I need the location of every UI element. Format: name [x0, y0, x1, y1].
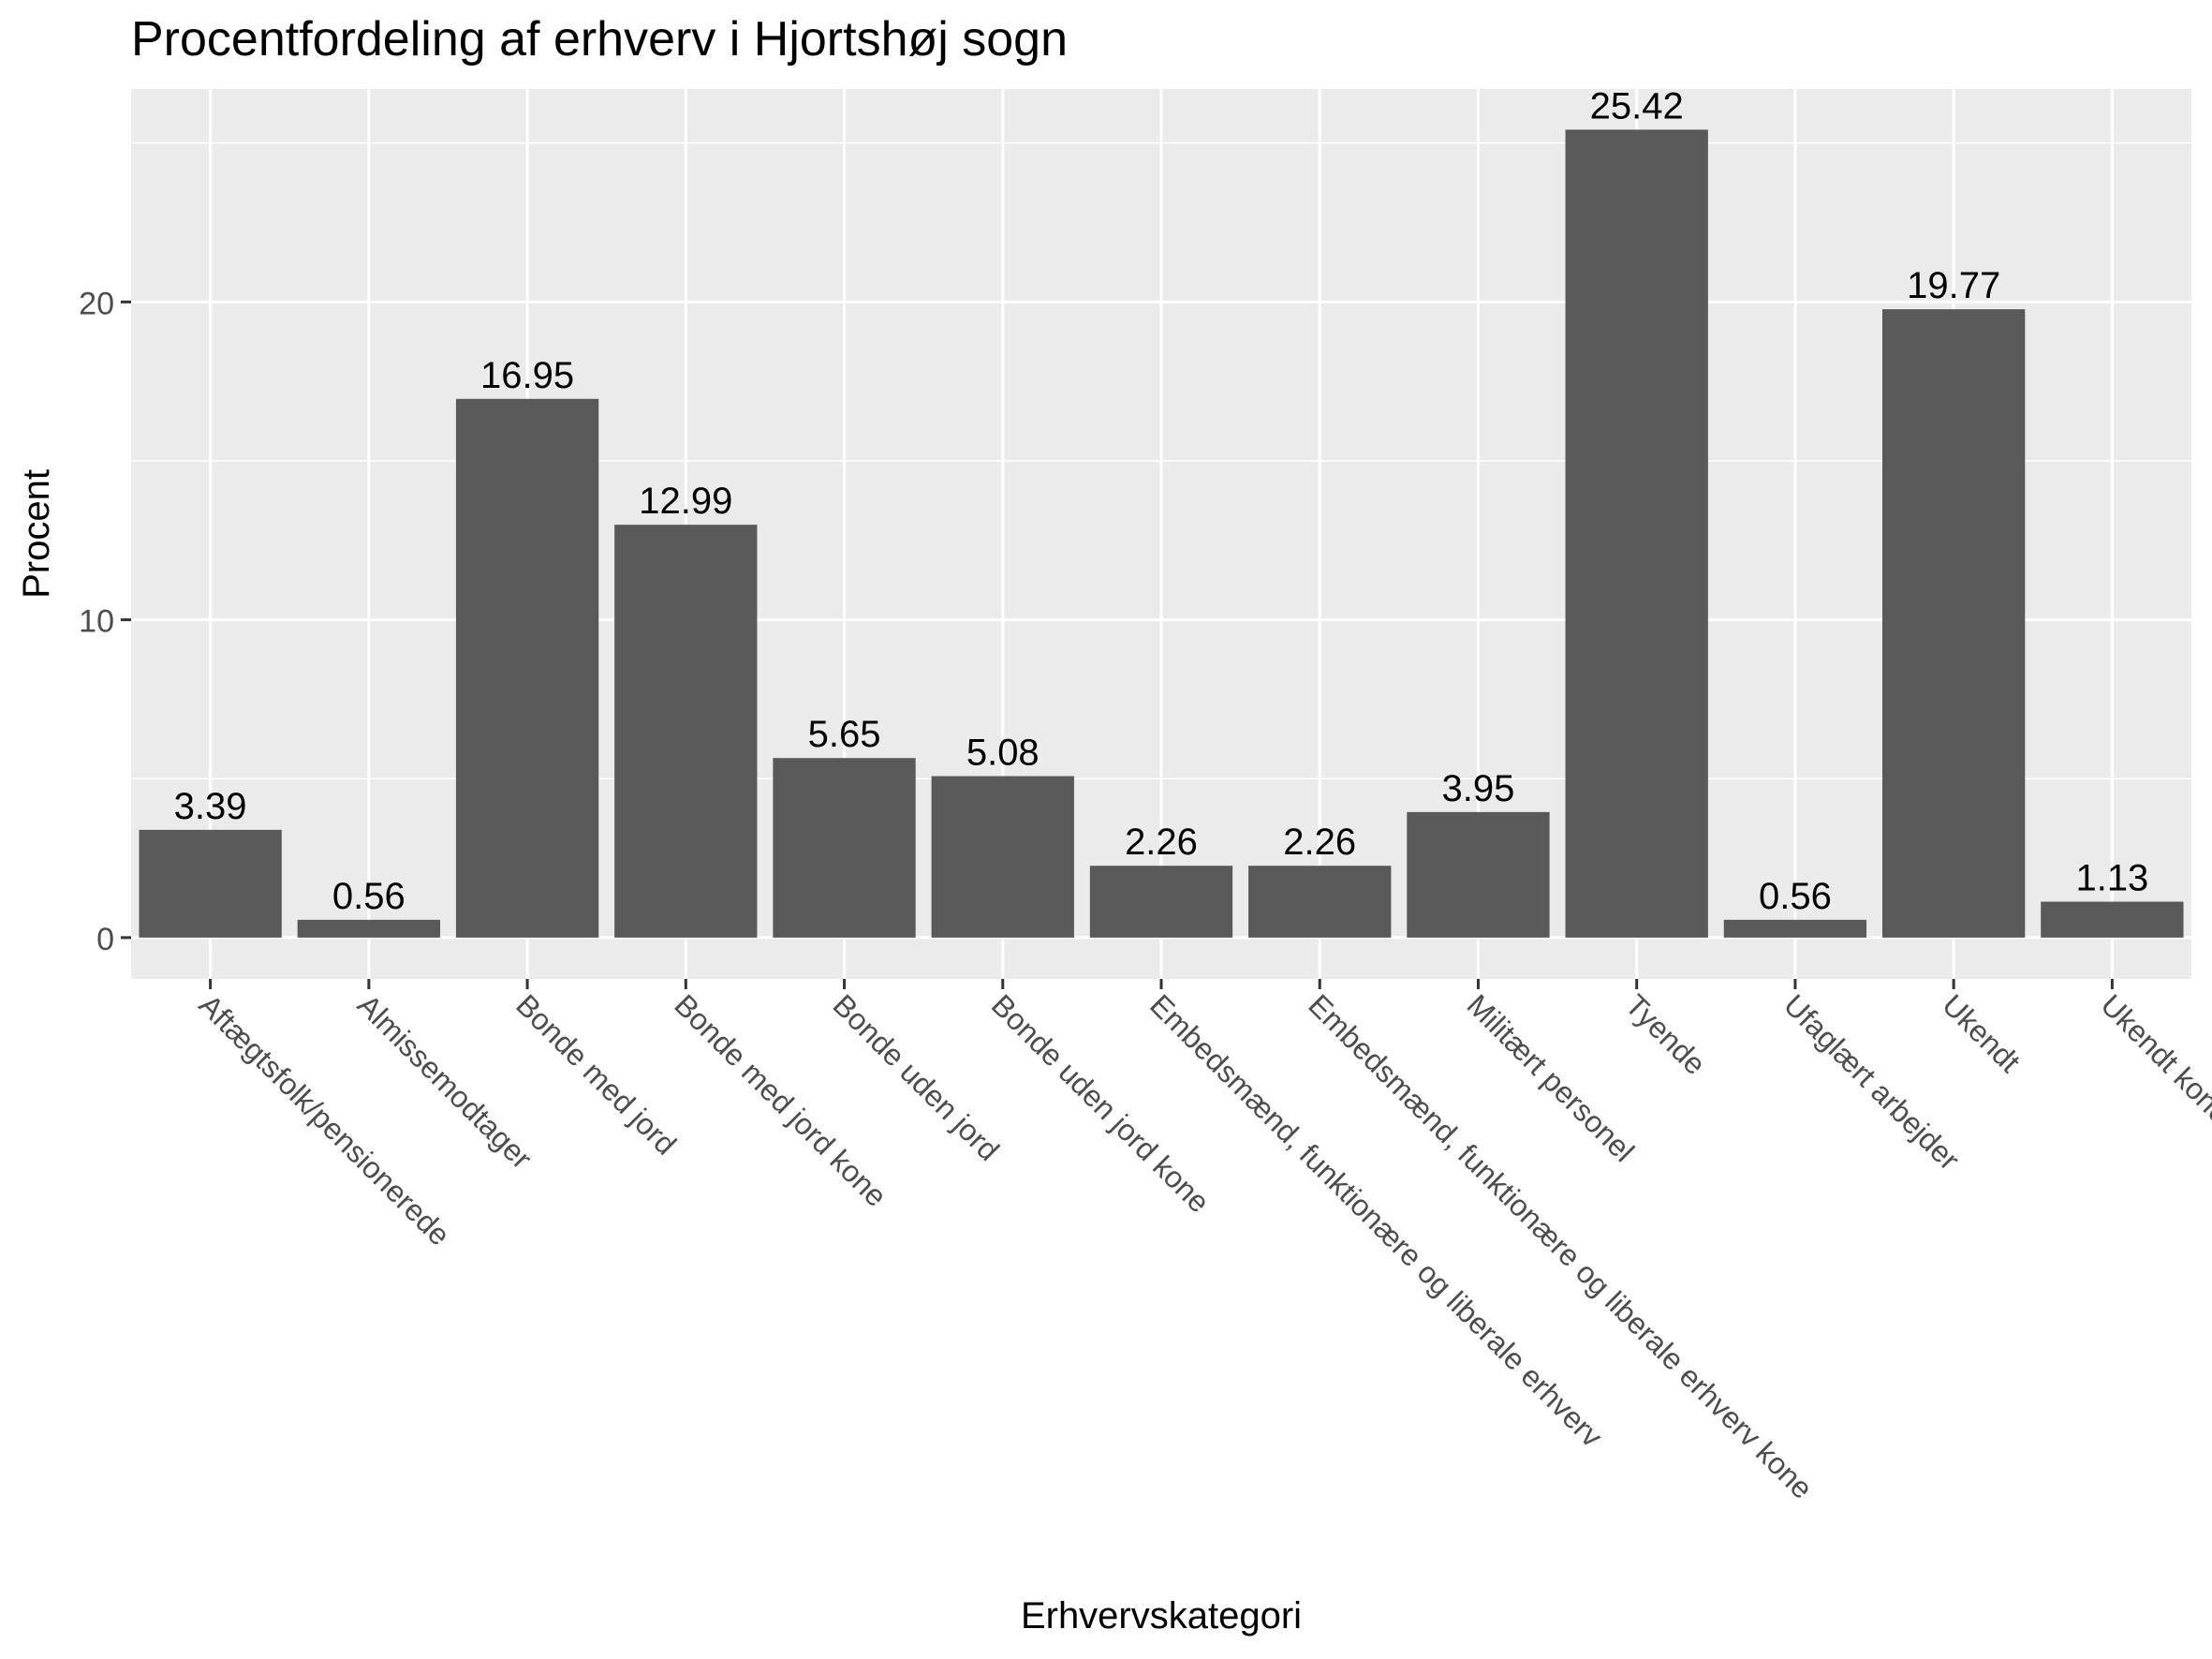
x-tick-label: Ukendt [1936, 987, 2027, 1078]
x-tick-label: Aftægtsfolk/pensionerede [193, 987, 457, 1252]
x-tick-label: Bonde uden jord [827, 987, 1007, 1167]
bar [1723, 919, 1867, 938]
bar [455, 398, 599, 938]
bar-value-label: 5.08 [966, 733, 1040, 774]
x-axis: Aftægtsfolk/pensioneredeAlmissemodtagerB… [193, 979, 2212, 1505]
x-tick-label: Almissemodtager [351, 987, 538, 1175]
bar-value-label: 3.39 [174, 786, 247, 827]
y-axis-label: Procent [16, 469, 57, 599]
y-axis: 0 10 20 [79, 286, 131, 957]
bar-value-labels: 3.39 0.56 16.95 12.99 5.65 5.08 2.26 2.26 3.95 25… [174, 85, 2149, 916]
bar [614, 525, 758, 938]
bar-value-label: 3.95 [1442, 768, 1515, 809]
bars [139, 129, 2184, 938]
x-axis-label: Erhvervskategori [1021, 1595, 1302, 1637]
bar [2041, 901, 2184, 938]
y-tick-label: 0 [96, 922, 114, 957]
bar [1407, 811, 1550, 938]
x-tick-label: Tyende [1619, 987, 1713, 1081]
bar [1565, 129, 1708, 938]
bar [931, 776, 1074, 938]
chart-title: Procentfordeling af erhverv i Hjortshøj … [131, 12, 1069, 67]
bar-value-label: 0.56 [1759, 876, 1832, 917]
bar-value-label: 0.56 [332, 876, 406, 917]
x-tick-label: Ufaglært arbejder [1777, 987, 1967, 1177]
bar [1089, 866, 1233, 938]
y-tick-label: 10 [79, 604, 114, 640]
bar [1882, 309, 2026, 938]
bar [297, 919, 440, 938]
bar [773, 758, 916, 938]
bar-value-label: 19.77 [1907, 265, 2000, 306]
bar-value-label: 2.26 [1283, 822, 1356, 863]
bar-value-label: 5.65 [808, 714, 881, 755]
x-tick-label: Bonde med jord [509, 987, 683, 1161]
bar-value-label: 16.95 [480, 355, 574, 396]
bar-value-label: 1.13 [2075, 858, 2148, 899]
bar-value-label: 2.26 [1125, 822, 1198, 863]
bar-value-label: 12.99 [639, 481, 732, 522]
x-tick-label: Ukendt kone [2094, 987, 2212, 1131]
x-tick-label: Militært personel [1461, 987, 1642, 1168]
y-tick-label: 20 [79, 286, 114, 321]
bar-value-label: 25.42 [1590, 85, 1684, 126]
bar [139, 829, 282, 938]
bar [1248, 866, 1392, 938]
